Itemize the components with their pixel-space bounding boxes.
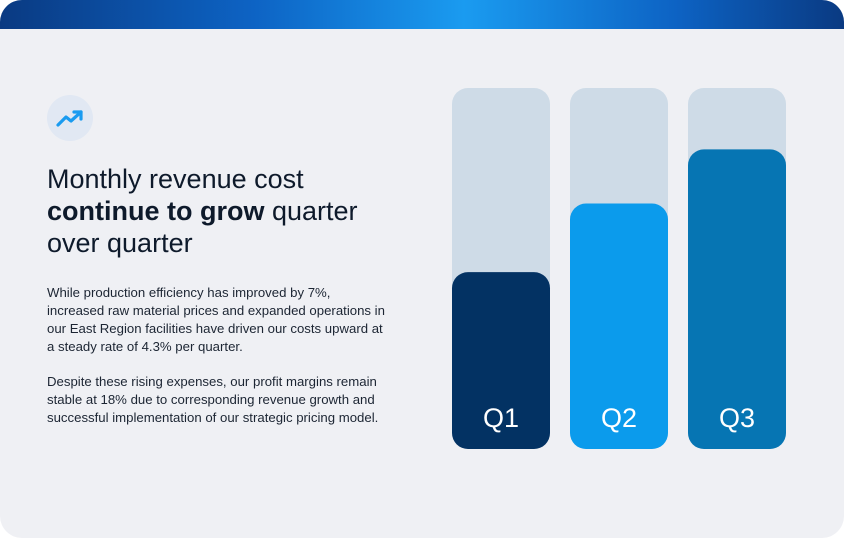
bar-label-q2: Q2 — [601, 403, 637, 433]
trending-up-icon — [47, 95, 93, 141]
headline-bold: continue to grow — [47, 196, 265, 226]
headline-line-a: Monthly revenue cost — [47, 164, 304, 194]
headline-line-b-rest: quarter — [264, 196, 358, 226]
paragraph-efficiency: While production efficiency has improved… — [47, 285, 385, 354]
bar-q1 — [452, 272, 550, 449]
bar-label-q1: Q1 — [483, 403, 519, 433]
bar-q2 — [570, 203, 668, 449]
headline-line-c: over quarter — [47, 228, 193, 258]
headline: Monthly revenue cost continue to grow qu… — [47, 163, 407, 259]
paragraph-margins: Despite these rising expenses, our profi… — [47, 374, 379, 425]
bar-q3 — [688, 149, 786, 449]
bar-label-q3: Q3 — [719, 403, 755, 433]
header-gradient-bar — [0, 0, 844, 29]
